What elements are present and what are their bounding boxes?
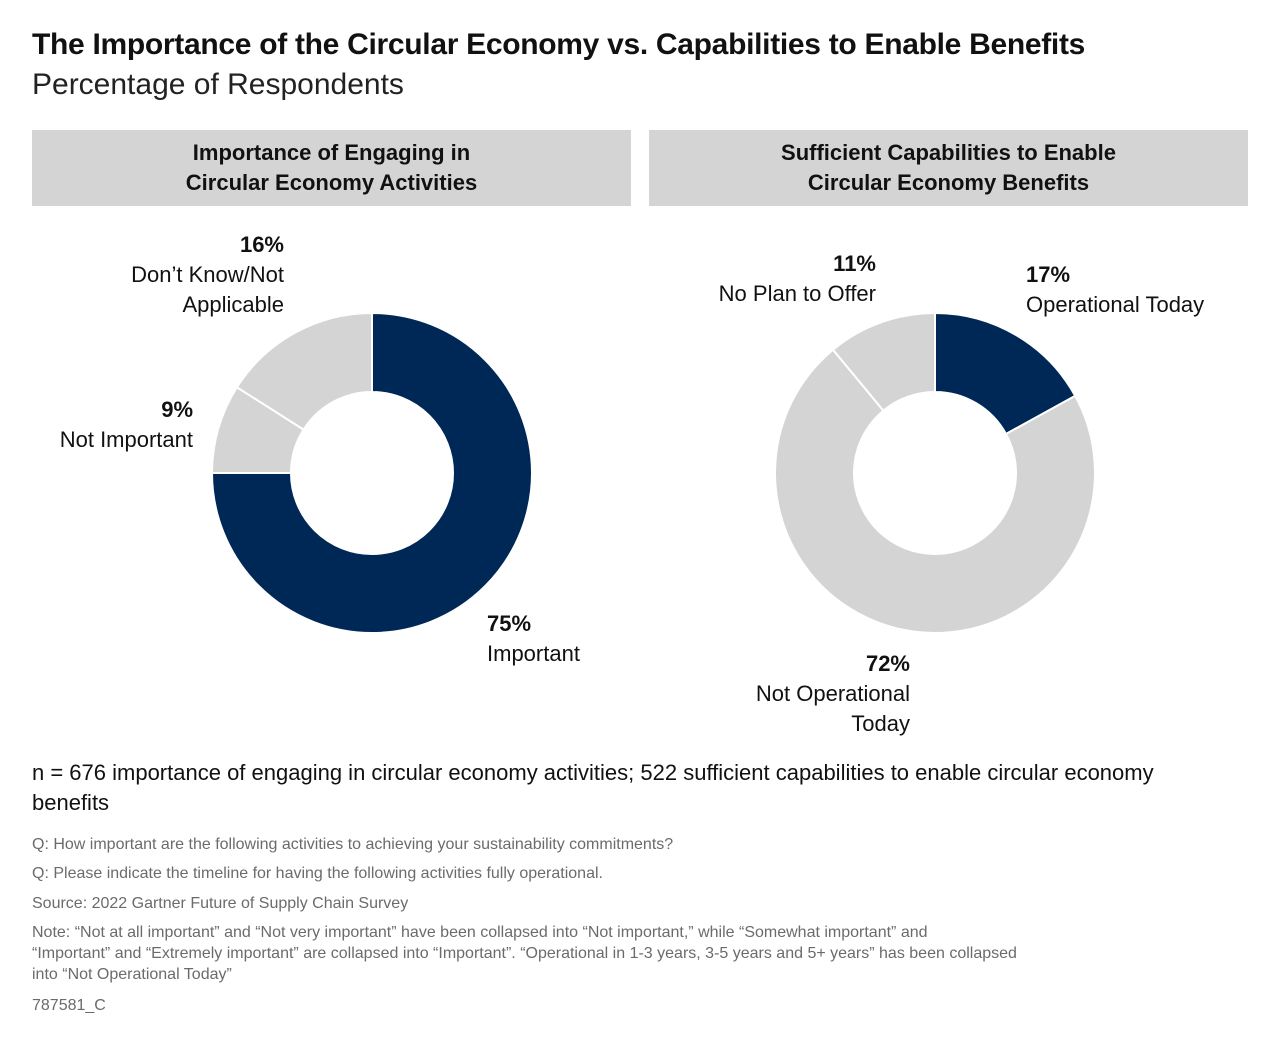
slice-value: 9% (161, 397, 193, 422)
donut-slice-no-plan (831, 311, 936, 412)
slice-value: 72% (865, 651, 910, 676)
question-1: Q: How important are the following activ… (32, 836, 674, 853)
label-not-important: 9% Not Important (20, 395, 193, 455)
chart-subtitle: Percentage of Respondents (32, 68, 404, 101)
figure-id: 787581_C (32, 997, 106, 1014)
slice-value: 17% (1026, 262, 1071, 287)
label-operational-today: 17% Operational Today (1026, 260, 1204, 320)
donut-slice-not-operational (774, 348, 1096, 634)
label-no-plan: 11% No Plan to Offer (660, 249, 876, 309)
slice-value: 11% (833, 251, 876, 276)
slice-label: No Plan to Offer (718, 281, 876, 306)
note-line: Note: “Not at all important” and “Not ve… (32, 924, 928, 941)
question-2: Q: Please indicate the timeline for havi… (32, 865, 603, 882)
panel-header-line: Importance of Engaging in (192, 140, 471, 165)
donut-slice-operational-today (934, 311, 1077, 436)
donut-slice-important (210, 311, 533, 634)
slice-value: 75% (487, 611, 532, 636)
panel-header-importance: Importance of Engaging in Circular Econo… (32, 130, 631, 206)
label-not-operational: 72% Not Operational Today (700, 649, 910, 739)
sample-size-note: n = 676 importance of engaging in circul… (32, 760, 1154, 815)
slice-label: Not Operational (755, 681, 910, 706)
note-line: “Important” and “Extremely important” ar… (32, 945, 1017, 962)
label-dont-know: 16% Don’t Know/Not Applicable (70, 230, 284, 320)
label-important: 75% Important (487, 609, 580, 669)
panel-header-capabilities: Sufficient Capabilities to Enable Circul… (649, 130, 1248, 206)
note-line: into “Not Operational Today” (32, 966, 232, 983)
slice-label: Don’t Know/Not (131, 262, 284, 287)
donut-slice-dont-know (235, 311, 373, 431)
slice-label: Today (851, 711, 910, 736)
chart-title: The Importance of the Circular Economy v… (32, 28, 1086, 61)
panel-header-line: Sufficient Capabilities to Enable (781, 140, 1116, 165)
slice-label: Applicable (182, 292, 284, 317)
panel-header-line: Circular Economy Benefits (807, 170, 1090, 195)
source-note: Source: 2022 Gartner Future of Supply Ch… (32, 895, 409, 912)
slice-label: Operational Today (1026, 292, 1205, 317)
slice-value: 16% (239, 232, 284, 257)
slice-label: Important (487, 641, 580, 666)
panel-header-line: Circular Economy Activities (185, 170, 478, 195)
slice-label: Not Important (59, 427, 193, 452)
